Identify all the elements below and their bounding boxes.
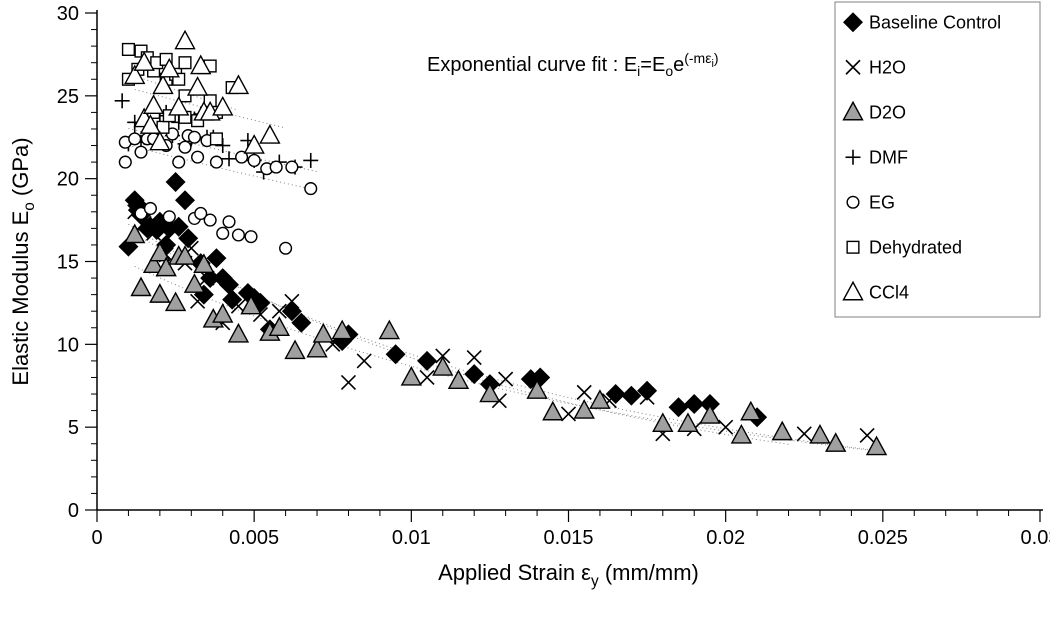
- y-tick-label: 30: [57, 3, 79, 25]
- legend-label-eg: EG: [869, 192, 895, 212]
- y-tick-label: 20: [57, 169, 79, 191]
- x-tick-label: 0.03: [1021, 527, 1050, 549]
- legend-label-dmf: DMF: [869, 147, 908, 167]
- x-tick-label: 0.005: [229, 527, 279, 549]
- scatter-chart: 0 0.005 0.01 0.015 0.02 0.025 0.03 0 5 10 15 20 25 30…: [0, 0, 1050, 619]
- x-tick-label: 0.02: [706, 527, 745, 549]
- y-tick-label: 0: [68, 500, 79, 522]
- legend: Baseline Control H2O D2O DMF EG Dehydrated CCl…: [835, 2, 1040, 317]
- legend-label-baseline: Baseline Control: [869, 12, 1001, 32]
- annotation-text: Exponential curve fit : Ei=Eoe(-mεi): [427, 50, 719, 79]
- y-tick-label: 25: [57, 86, 79, 108]
- legend-label-dehydrated: Dehydrated: [869, 237, 962, 257]
- y-tick-label: 10: [57, 334, 79, 356]
- x-tick-label: 0.01: [392, 527, 431, 549]
- x-tick-label: 0: [91, 527, 102, 549]
- x-tick-label: 0.025: [858, 527, 908, 549]
- legend-label-d2o: D2O: [869, 102, 906, 122]
- y-tick-label: 5: [68, 417, 79, 439]
- legend-label-ccl4: CCl4: [869, 282, 909, 302]
- legend-label-h2o: H2O: [869, 57, 906, 77]
- y-tick-label: 15: [57, 252, 79, 274]
- x-tick-label: 0.015: [543, 527, 593, 549]
